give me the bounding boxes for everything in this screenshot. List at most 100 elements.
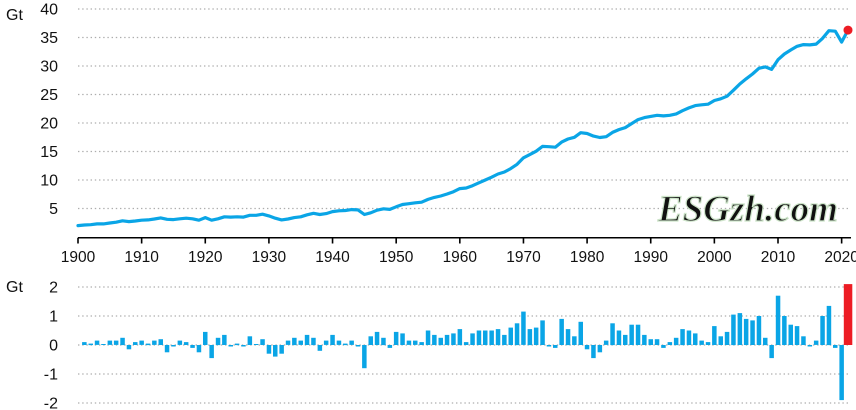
bar-year-1955: [425, 330, 431, 345]
bar-year-1963: [476, 330, 482, 345]
x-tick-label: 1940: [315, 249, 350, 266]
bar-year-1958: [444, 334, 450, 345]
bar-year-1964: [483, 330, 488, 345]
bar-year-1904: [101, 344, 106, 345]
bar-year-1962: [470, 333, 475, 345]
bar-year-1914: [164, 345, 170, 353]
bar-year-1959: [451, 333, 456, 345]
bottom-y-axis-unit-label: Gt: [6, 279, 23, 296]
bar-year-2020: [839, 345, 844, 401]
bar-year-1943: [349, 340, 354, 345]
bar-year-1966: [495, 329, 501, 346]
bar-year-1952: [406, 340, 412, 345]
bar-year-1916: [177, 340, 183, 345]
bar-year-1915: [171, 345, 176, 347]
bar-year-2008: [763, 337, 768, 346]
bar-year-1987: [629, 324, 634, 345]
bar-year-1993: [667, 342, 673, 345]
bar-year-1965: [489, 330, 494, 345]
bar-year-1931: [273, 345, 278, 357]
bar-year-1975: [553, 345, 558, 348]
bar-year-1913: [158, 339, 163, 345]
bar-year-1954: [419, 342, 424, 345]
highlight-point-2021: [843, 25, 853, 35]
top-y-tick-label: 35: [40, 30, 58, 47]
x-tick-label: 1980: [570, 249, 605, 266]
bar-year-1918: [190, 345, 195, 348]
x-tick-label: 1970: [506, 249, 541, 266]
bar-year-2003: [731, 314, 736, 346]
bar-year-1919: [196, 345, 202, 353]
bar-year-1938: [317, 345, 323, 351]
bar-year-1981: [591, 345, 596, 359]
bar-year-2016: [813, 340, 819, 345]
bar-year-1942: [343, 343, 348, 346]
bar-year-1983: [603, 340, 609, 345]
annual-change-bars: [82, 284, 853, 401]
bottom-y-tick-label: 2: [49, 280, 58, 297]
top-x-axis: 1900 1910 1920 1930 1940 1950 1960 1970 1980 1990…: [61, 236, 856, 266]
bar-year-1901: [82, 342, 87, 345]
top-y-tick-label: 10: [40, 173, 58, 190]
x-tick-label: 2000: [697, 249, 732, 266]
bar-year-1940: [330, 334, 335, 345]
bar-year-2010: [775, 295, 781, 345]
bar-year-1948: [381, 337, 386, 346]
bar-year-1988: [635, 324, 641, 345]
bar-year-1924: [228, 345, 233, 347]
bar-year-1945: [362, 345, 367, 369]
bar-year-1907: [120, 337, 125, 346]
bar-year-1917: [183, 342, 189, 345]
bar-year-2018: [826, 305, 832, 346]
bar-year-2019: [833, 345, 838, 348]
bar-year-1923: [222, 334, 227, 345]
bar-year-1932: [279, 345, 284, 354]
bar-year-1997: [693, 333, 698, 345]
bar-year-1996: [686, 330, 692, 345]
x-tick-label: 2020: [824, 249, 856, 266]
bar-year-1971: [527, 329, 533, 346]
top-chart-emissions-line: Gt 5 10 15 20 25 30 35 40 ESGzh.com 1900 1910 192…: [6, 2, 856, 267]
x-tick-label: 1960: [443, 249, 478, 266]
bar-year-2014: [801, 336, 806, 345]
bar-year-2011: [782, 316, 787, 345]
bar-year-1933: [285, 340, 291, 345]
x-tick-label: 1950: [379, 249, 414, 266]
bar-year-1980: [584, 345, 590, 350]
top-y-tick-label: 40: [40, 2, 58, 19]
bar-year-1953: [413, 340, 418, 345]
bar-year-1986: [623, 334, 628, 345]
top-y-tick-label: 5: [49, 201, 58, 218]
bar-year-1960: [457, 329, 463, 346]
bottom-y-tick-labels: 2 1 0 -1 -2: [44, 280, 58, 410]
bottom-chart-annual-change-bars: Gt 2 1 0 -1 -2: [6, 279, 853, 410]
bar-year-1961: [463, 342, 469, 345]
bar-year-1979: [578, 321, 583, 345]
bar-year-1973: [540, 320, 545, 345]
bar-year-2004: [737, 313, 743, 345]
bar-year-1984: [610, 323, 615, 346]
bar-year-1905: [107, 340, 113, 345]
bottom-y-tick-label: -2: [44, 396, 58, 410]
bar-year-1903: [94, 340, 100, 345]
x-tick-label: 2010: [761, 249, 796, 266]
bottom-y-tick-label: 1: [49, 309, 58, 326]
bar-year-1978: [572, 336, 577, 345]
bar-year-2013: [794, 326, 800, 345]
bar-year-1928: [253, 344, 259, 345]
bar-year-1990: [648, 339, 653, 345]
bar-year-1974: [546, 345, 552, 347]
bar-year-1967: [502, 334, 507, 345]
bar-year-1908: [126, 345, 132, 350]
bar-year-1909: [133, 342, 138, 345]
bar-year-1941: [336, 340, 342, 345]
bar-year-1930: [266, 345, 272, 354]
watermark: ESGzh.com: [657, 189, 838, 230]
bar-year-1927: [247, 336, 253, 345]
bar-year-1947: [374, 331, 380, 345]
bar-year-1991: [654, 339, 660, 345]
x-tick-label: 1900: [61, 249, 96, 266]
bar-year-2009: [769, 345, 774, 359]
